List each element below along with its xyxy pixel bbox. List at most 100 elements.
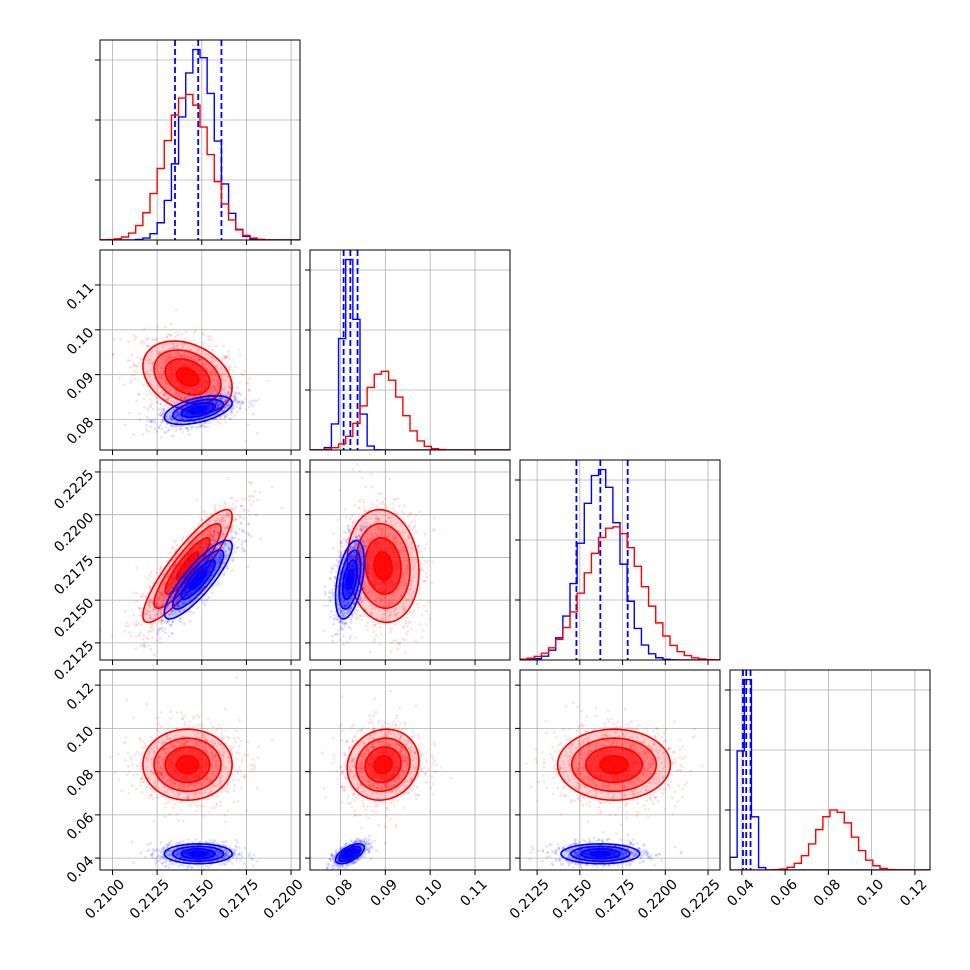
scatter-point bbox=[227, 368, 231, 372]
scatter-point bbox=[162, 589, 166, 592]
scatter-point bbox=[357, 567, 361, 570]
scatter-point bbox=[194, 355, 198, 358]
scatter-point bbox=[217, 558, 221, 561]
scatter-point bbox=[351, 520, 355, 524]
scatter-point bbox=[360, 597, 363, 600]
scatter-point bbox=[201, 533, 204, 537]
scatter-point bbox=[141, 432, 145, 436]
scatter-point bbox=[383, 612, 387, 616]
scatter-point bbox=[206, 367, 209, 370]
panel-2-0 bbox=[95, 459, 301, 665]
scatter-point bbox=[185, 426, 189, 430]
scatter-point bbox=[395, 607, 398, 610]
scatter-point bbox=[403, 605, 407, 609]
scatter-point bbox=[428, 600, 431, 603]
scatter-point bbox=[222, 357, 226, 360]
scatter-point bbox=[171, 613, 174, 616]
scatter-point bbox=[161, 411, 165, 414]
scatter-point bbox=[215, 583, 218, 587]
scatter-point bbox=[233, 508, 236, 512]
scatter-point bbox=[209, 535, 213, 538]
scatter-point bbox=[224, 519, 227, 523]
scatter-point bbox=[148, 375, 151, 379]
scatter-point bbox=[356, 555, 359, 559]
scatter-point bbox=[157, 349, 161, 353]
scatter-point bbox=[141, 643, 144, 647]
scatter-point bbox=[146, 344, 150, 348]
scatter-point bbox=[410, 541, 414, 544]
scatter-point bbox=[189, 394, 192, 398]
scatter-point bbox=[134, 624, 138, 627]
scatter-point bbox=[163, 392, 166, 396]
scatter-point bbox=[247, 405, 251, 409]
scatter-point bbox=[202, 341, 205, 344]
scatter-point bbox=[392, 534, 395, 537]
scatter-point bbox=[216, 516, 219, 520]
scatter-point bbox=[240, 399, 244, 403]
scatter-point bbox=[184, 601, 187, 604]
scatter-point bbox=[214, 401, 218, 405]
scatter-point bbox=[151, 418, 154, 422]
scatter-point bbox=[152, 338, 155, 342]
scatter-point bbox=[228, 515, 232, 519]
scatter-point bbox=[345, 515, 348, 519]
scatter-point bbox=[390, 595, 394, 598]
scatter-point bbox=[399, 542, 402, 545]
scatter-point bbox=[160, 412, 163, 416]
scatter-point bbox=[248, 389, 251, 393]
scatter-point bbox=[157, 629, 161, 632]
scatter-point bbox=[152, 602, 156, 606]
scatter-point bbox=[337, 554, 340, 557]
scatter-point bbox=[349, 555, 353, 559]
scatter-point bbox=[336, 518, 340, 522]
scatter-point bbox=[192, 392, 195, 396]
scatter-point bbox=[134, 620, 138, 623]
scatter-point bbox=[241, 546, 244, 549]
scatter-point bbox=[235, 499, 239, 502]
scatter-point bbox=[221, 517, 224, 521]
scatter-point bbox=[224, 502, 228, 506]
scatter-point bbox=[423, 580, 426, 583]
scatter-point bbox=[134, 635, 138, 639]
scatter-point bbox=[163, 431, 167, 435]
scatter-point bbox=[372, 591, 375, 594]
scatter-point bbox=[143, 610, 147, 614]
scatter-point bbox=[250, 503, 253, 506]
scatter-point bbox=[172, 593, 175, 596]
scatter-point bbox=[329, 591, 332, 595]
scatter-point bbox=[226, 392, 230, 395]
scatter-point bbox=[226, 412, 229, 416]
scatter-point bbox=[220, 379, 224, 382]
scatter-point bbox=[188, 547, 192, 550]
scatter-point bbox=[225, 403, 229, 407]
scatter-point bbox=[177, 599, 181, 603]
scatter-point bbox=[163, 342, 166, 346]
scatter-point bbox=[433, 516, 436, 520]
scatter-point bbox=[171, 631, 174, 635]
scatter-point bbox=[361, 498, 365, 501]
scatter-point bbox=[157, 619, 161, 623]
scatter-point bbox=[143, 644, 147, 648]
scatter-point bbox=[205, 543, 209, 547]
scatter-point bbox=[241, 400, 244, 404]
scatter-point bbox=[381, 527, 384, 531]
scatter-point bbox=[157, 581, 160, 584]
scatter-point bbox=[431, 560, 434, 564]
scatter-point bbox=[140, 595, 144, 598]
scatter-point bbox=[343, 604, 346, 608]
scatter-point bbox=[355, 535, 358, 539]
scatter-point bbox=[232, 390, 236, 394]
scatter-point bbox=[327, 591, 331, 594]
scatter-point bbox=[216, 404, 219, 408]
contour-line bbox=[175, 367, 200, 387]
scatter-point bbox=[390, 524, 394, 527]
scatter-point bbox=[206, 353, 209, 357]
scatter-point bbox=[209, 527, 213, 530]
scatter-point bbox=[242, 508, 246, 511]
scatter-point bbox=[148, 585, 152, 588]
scatter-point bbox=[376, 517, 380, 520]
scatter-point bbox=[177, 605, 180, 608]
scatter-point bbox=[176, 601, 179, 604]
scatter-point bbox=[226, 477, 230, 480]
scatter-point bbox=[154, 368, 158, 371]
